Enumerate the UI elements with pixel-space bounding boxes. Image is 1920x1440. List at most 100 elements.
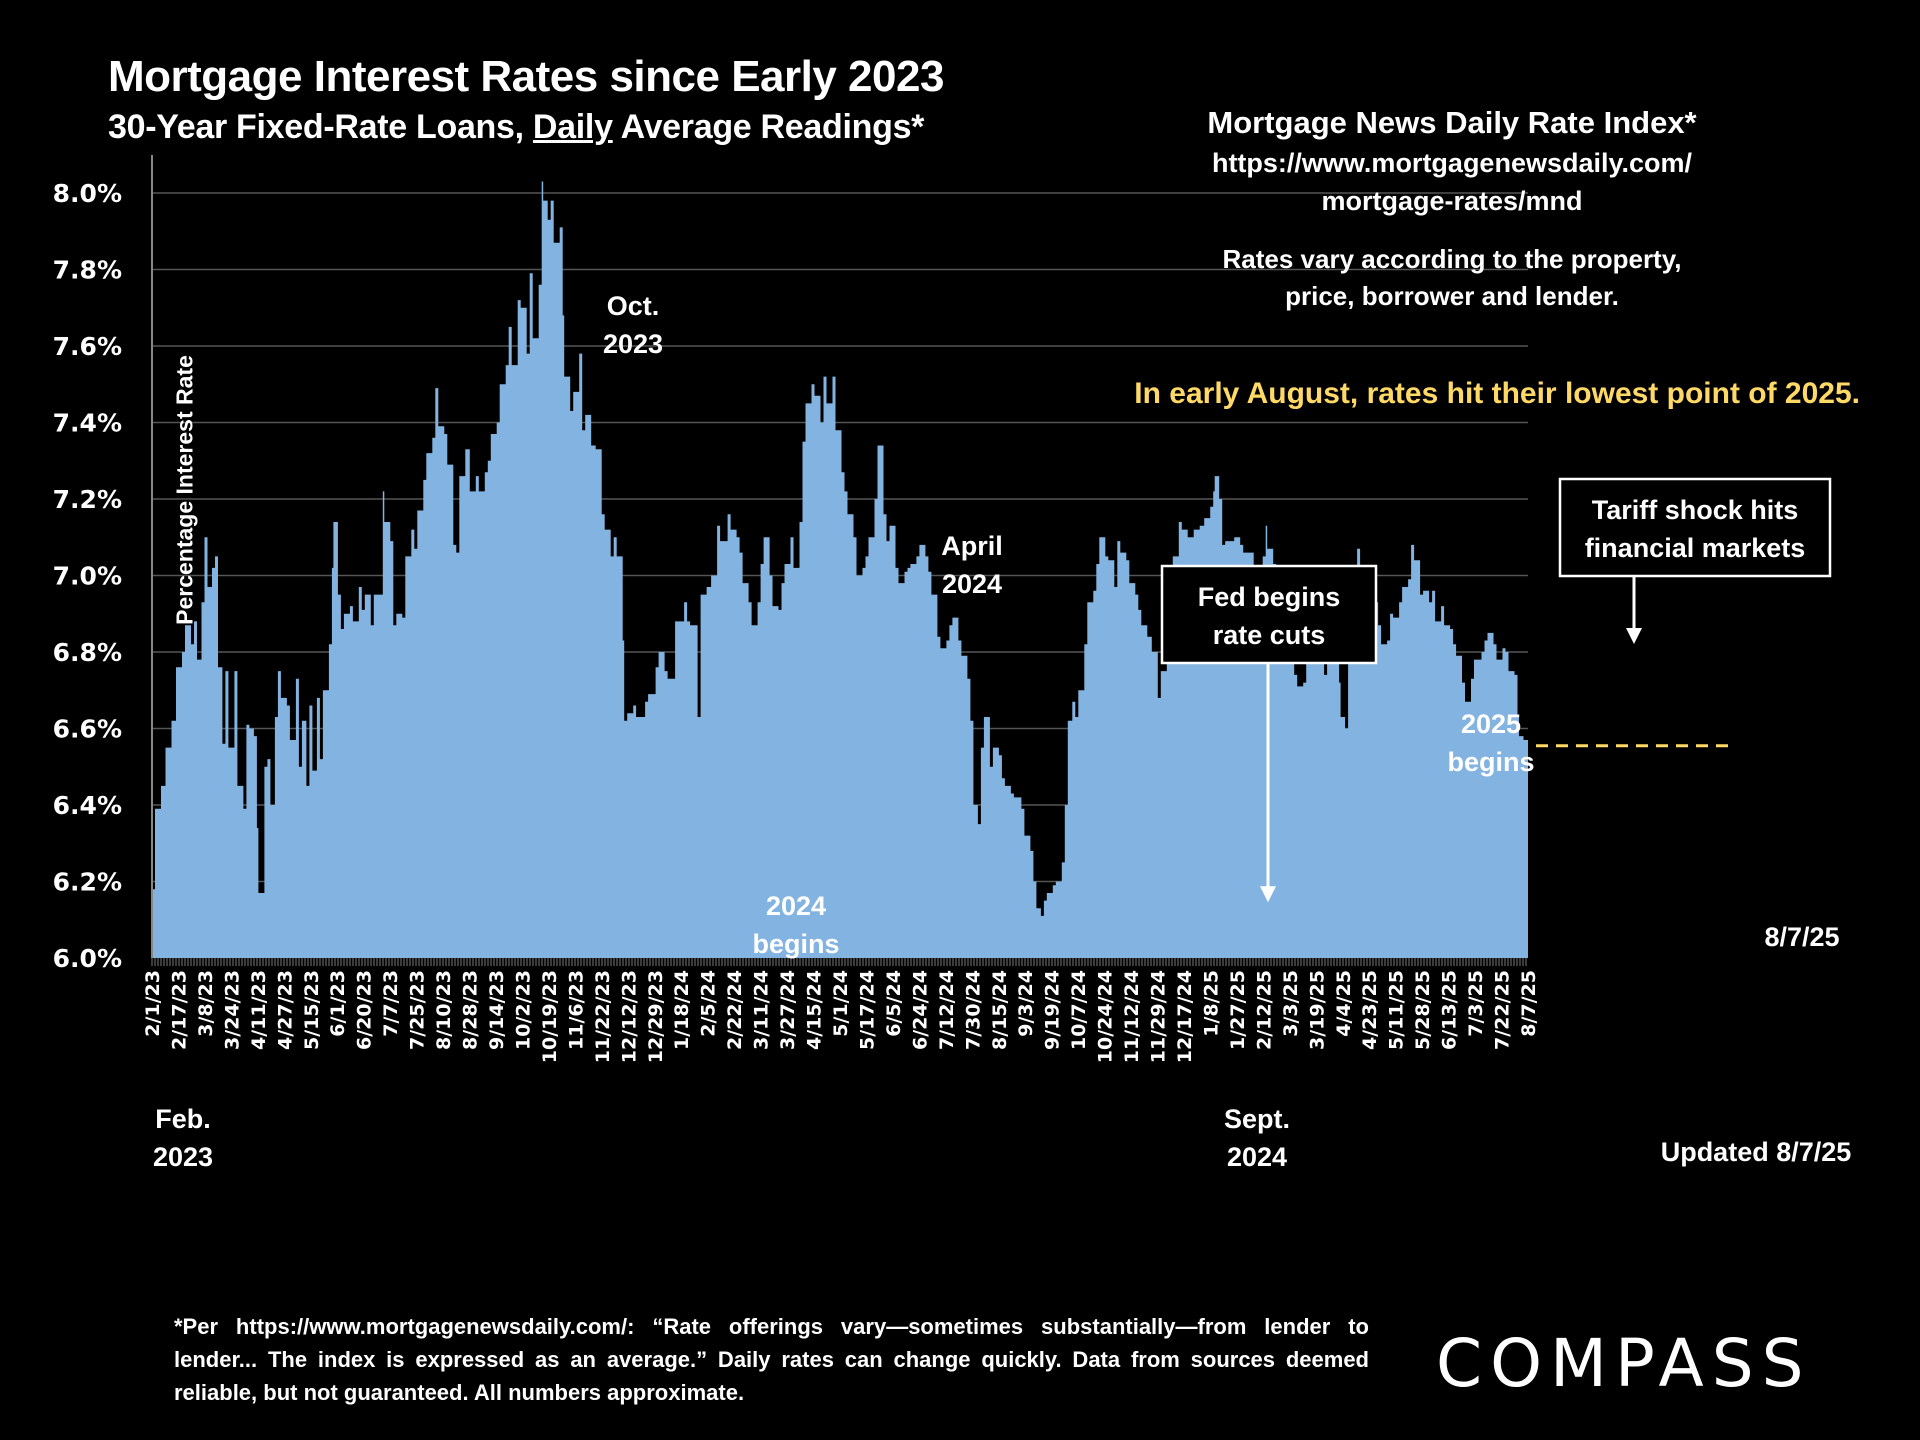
x-tick-label: 3/3/25 <box>1280 970 1302 1037</box>
x-tick-label: 9/3/24 <box>1015 970 1037 1037</box>
y-tick-label: 7.6% <box>53 332 122 361</box>
x-tick-label: 12/12/23 <box>618 970 640 1063</box>
annotation-line: begins <box>752 929 839 959</box>
annotation-label: 2025 begins <box>1447 709 1534 777</box>
x-tick-label: 4/4/25 <box>1333 970 1355 1037</box>
y-tick-label: 7.8% <box>53 256 122 285</box>
x-tick-label: 10/19/23 <box>539 970 561 1063</box>
annotation-label: Updated 8/7/25 <box>1661 1137 1852 1167</box>
callout-arrow-head <box>1260 886 1276 903</box>
y-axis-ticks: 6.0% 6.2% 6.4% 6.6% 6.8% 7.0% 7.2% 7.4% 7.6% 7.8%… <box>53 179 122 973</box>
x-tick-label: 2/5/24 <box>698 970 720 1037</box>
annotation-line: Sept. <box>1224 1104 1290 1134</box>
annotation-label: Different sources of mortgage data vary … <box>375 1089 1133 1157</box>
rates-note-line1: Rates vary according to the property, <box>1222 244 1682 274</box>
chart-subtitle: 30-Year Fixed-Rate Loans, Daily Average … <box>108 108 924 147</box>
x-tick-label: 12/17/24 <box>1174 970 1196 1063</box>
x-tick-label: 7/30/24 <box>962 970 984 1050</box>
annotation-line: 2024 <box>1227 1142 1287 1172</box>
x-tick-label: 3/24/23 <box>221 970 243 1050</box>
callout-box <box>1160 564 1378 665</box>
x-tick-label: 4/15/24 <box>804 970 826 1050</box>
x-tick-label: 8/15/24 <box>989 970 1011 1050</box>
x-tick-label: 2/22/24 <box>724 970 746 1050</box>
callout-text: financial markets <box>1585 533 1806 563</box>
rate-chart: 6.0% 6.2% 6.4% 6.6% 6.8% 7.0% 7.2% 7.4% 7.6% 7.8%… <box>53 155 1851 1172</box>
annotation-label: 2024 begins <box>752 891 839 959</box>
y-axis-label: Percentage Interest Rate <box>171 355 198 625</box>
x-tick-label: 5/17/24 <box>856 970 878 1050</box>
x-tick-label: 6/5/24 <box>883 970 905 1037</box>
source-url-line2: mortgage-rates/mnd <box>1321 186 1583 216</box>
annotation-label: Oct. 2023 <box>603 291 663 359</box>
subtitle-suffix: Average Readings* <box>612 108 925 146</box>
x-tick-label: 11/22/23 <box>592 970 614 1063</box>
annotation-line: 2024 <box>942 569 1002 599</box>
annotation-line: Different sources of mortgage data vary … <box>449 1089 1059 1119</box>
callout-text: Tariff shock hits <box>1592 495 1799 525</box>
x-tick-label: 5/15/23 <box>301 970 323 1050</box>
x-tick-label: 1/27/25 <box>1227 970 1249 1050</box>
annotation-line: 2024 <box>766 891 826 921</box>
compass-logo: COMPASS <box>1436 1325 1812 1402</box>
x-tick-label: 3/27/24 <box>777 970 799 1050</box>
x-tick-label: 7/12/24 <box>936 970 958 1050</box>
subtitle-emphasis: Daily <box>532 108 613 146</box>
x-tick-label: 2/12/25 <box>1253 970 1275 1050</box>
annotation-line: methodologies to calculate average daily… <box>375 1127 1133 1157</box>
x-tick-label: 7/22/25 <box>1492 970 1514 1050</box>
x-tick-label: 8/28/23 <box>460 970 482 1050</box>
x-tick-label: 5/28/25 <box>1412 970 1434 1050</box>
x-tick-label: 9/19/24 <box>1042 970 1064 1050</box>
annotation-label: 8/7/25 <box>1764 922 1839 952</box>
chart-title: Mortgage Interest Rates since Early 2023 <box>108 52 944 101</box>
x-tick-label: 4/23/25 <box>1359 970 1381 1050</box>
x-tick-label: 6/20/23 <box>354 970 376 1050</box>
callout-text: rate cuts <box>1213 620 1326 650</box>
x-tick-label: 7/7/23 <box>380 970 402 1037</box>
annotation-line: Updated 8/7/25 <box>1661 1137 1852 1167</box>
x-tick-label: 11/6/23 <box>565 970 587 1050</box>
x-tick-label: 6/24/24 <box>909 970 931 1050</box>
y-tick-label: 7.4% <box>53 409 122 438</box>
callout-box <box>1558 477 1832 578</box>
rate-area-series <box>152 181 1528 958</box>
annotation-label: Sept. 2024 <box>1224 1104 1290 1172</box>
x-tick-label: 5/1/24 <box>830 970 852 1037</box>
callouts: Fed begins rate cuts Tariff shock hits fina… <box>1160 477 1832 903</box>
annotation-label: April 2024 <box>941 531 1003 599</box>
source-title: Mortgage News Daily Rate Index* <box>1207 105 1697 140</box>
x-axis-ticks: 2/1/23 2/17/23 3/8/23 3/24/23 4/11/23 4/27/23… <box>142 970 1540 1063</box>
x-tick-label: 5/11/25 <box>1386 970 1408 1050</box>
x-tick-label: 10/7/24 <box>1068 970 1090 1050</box>
annotation-line: 2023 <box>603 329 663 359</box>
annotations: Feb. 2023 Oct. 2023 2024 begins April 2024 Sept.… <box>153 291 1851 1172</box>
x-tick-label: 10/24/24 <box>1095 970 1117 1063</box>
highlight-message: In early August, rates hit their lowest … <box>1134 377 1860 410</box>
x-tick-label: 12/29/23 <box>645 970 667 1063</box>
subtitle-prefix: 30-Year Fixed-Rate Loans, <box>108 108 533 146</box>
annotation-line: begins <box>1447 747 1534 777</box>
y-tick-label: 6.8% <box>53 638 122 667</box>
x-axis-minor-ticks <box>151 958 1527 966</box>
x-tick-label: 9/14/23 <box>486 970 508 1050</box>
x-tick-label: 6/1/23 <box>327 970 349 1037</box>
x-tick-label: 7/3/25 <box>1465 970 1487 1037</box>
footnote: *Per https://www.mortgagenewsdaily.com/:… <box>174 1314 1369 1405</box>
rates-note-line2: price, borrower and lender. <box>1285 281 1619 311</box>
y-tick-label: 6.4% <box>53 791 122 820</box>
callout-arrow-head <box>1626 628 1642 644</box>
annotation-label: Feb. 2023 <box>153 1104 213 1172</box>
y-tick-label: 8.0% <box>53 179 122 208</box>
x-tick-label: 4/11/23 <box>248 970 270 1050</box>
x-tick-label: 4/27/23 <box>274 970 296 1050</box>
y-tick-label: 6.6% <box>53 715 122 744</box>
x-tick-label: 8/7/25 <box>1518 970 1540 1037</box>
source-url-line1: https://www.mortgagenewsdaily.com/ <box>1211 148 1693 178</box>
x-tick-label: 2/1/23 <box>142 970 164 1037</box>
callout-text: Fed begins <box>1198 582 1341 612</box>
x-tick-label: 3/8/23 <box>195 970 217 1037</box>
x-tick-label: 2/17/23 <box>168 970 190 1050</box>
y-tick-label: 7.2% <box>53 485 122 514</box>
y-tick-label: 6.0% <box>53 944 122 973</box>
